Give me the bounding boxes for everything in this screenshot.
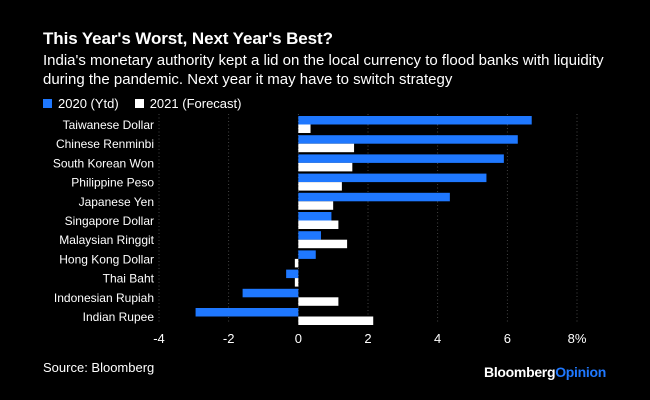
category-label: Thai Baht bbox=[103, 272, 155, 286]
category-label: Chinese Renminbi bbox=[56, 137, 154, 151]
bar-2021 bbox=[298, 239, 348, 249]
legend-label-2020: 2020 (Ytd) bbox=[58, 96, 119, 111]
category-label: South Korean Won bbox=[53, 156, 154, 170]
category-label: Philippine Peso bbox=[71, 176, 154, 190]
bar-2021 bbox=[298, 182, 342, 191]
category-label: Japanese Yen bbox=[79, 195, 154, 209]
bar-2021 bbox=[298, 143, 355, 153]
bar-2020 bbox=[242, 288, 299, 298]
bar-2020 bbox=[298, 135, 518, 144]
bar-2020 bbox=[298, 116, 532, 125]
bar-2021 bbox=[298, 201, 334, 210]
category-label: Hong Kong Dollar bbox=[59, 252, 154, 266]
legend-item-2021: 2021 (Forecast) bbox=[134, 96, 242, 111]
chart-title: This Year's Worst, Next Year's Best? bbox=[43, 29, 333, 48]
x-tick-label: -2 bbox=[223, 331, 235, 346]
bar-2021 bbox=[298, 297, 339, 306]
source-note: Source: Bloomberg bbox=[43, 360, 155, 375]
category-label: Indian Rupee bbox=[83, 310, 155, 324]
legend-item-2020: 2020 (Ytd) bbox=[43, 96, 119, 111]
bar-2020 bbox=[286, 269, 299, 279]
brand-logo: BloombergOpinion bbox=[484, 364, 606, 380]
bar-2020 bbox=[298, 212, 332, 221]
chart-subtitle: India's monetary authority kept a lid on… bbox=[43, 52, 604, 88]
category-label: Malaysian Ringgit bbox=[59, 233, 154, 247]
x-tick-label: 6 bbox=[504, 331, 511, 346]
bar-2020 bbox=[195, 308, 299, 317]
bar-2020 bbox=[298, 192, 450, 202]
x-tick-label: -4 bbox=[153, 331, 165, 346]
x-tick-label: 8% bbox=[568, 331, 587, 346]
bar-2020 bbox=[298, 250, 316, 259]
legend-label-2021: 2021 (Forecast) bbox=[149, 96, 242, 111]
legend-swatch-2020 bbox=[43, 99, 52, 108]
bar-2021 bbox=[298, 316, 374, 325]
x-tick-label: 0 bbox=[295, 331, 302, 346]
bar-2021 bbox=[294, 258, 299, 268]
x-tick-label: 2 bbox=[364, 331, 371, 346]
bar-2020 bbox=[298, 154, 504, 163]
bar-2021 bbox=[298, 220, 339, 229]
legend: 2020 (Ytd) 2021 (Forecast) bbox=[43, 96, 257, 111]
category-label: Taiwanese Dollar bbox=[63, 118, 154, 132]
category-label: Indonesian Rupiah bbox=[54, 291, 154, 305]
bar-2021 bbox=[298, 162, 353, 172]
legend-swatch-2021 bbox=[134, 99, 144, 108]
bar-2021 bbox=[298, 124, 311, 133]
bar-2020 bbox=[298, 173, 487, 183]
x-tick-label: 4 bbox=[434, 331, 441, 346]
brand-accent: Opinion bbox=[555, 364, 606, 380]
bar-2021 bbox=[294, 278, 299, 287]
category-label: Singapore Dollar bbox=[65, 214, 154, 228]
bar-2020 bbox=[298, 231, 321, 240]
brand-main: Bloomberg bbox=[484, 364, 556, 380]
